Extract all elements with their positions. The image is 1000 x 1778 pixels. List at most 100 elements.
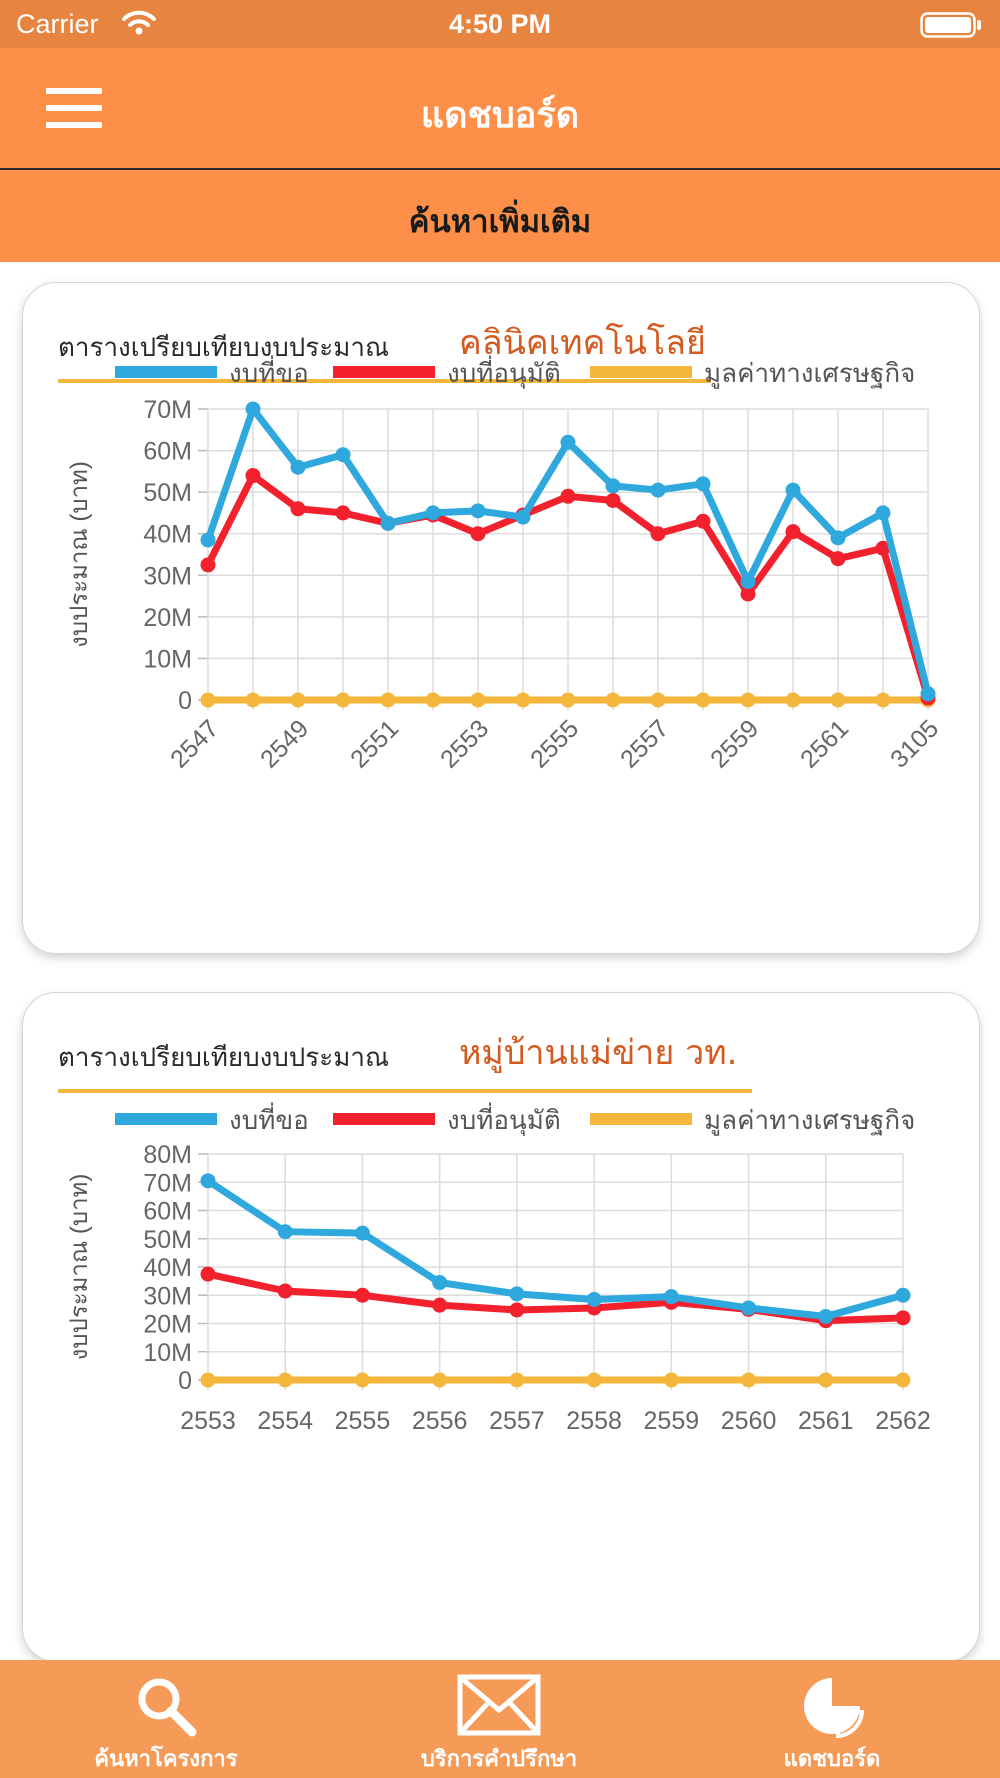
x-tick-label: 2561 <box>798 1407 854 1435</box>
data-point <box>470 692 486 708</box>
y-tick-label: 60M <box>143 438 192 466</box>
data-point <box>830 551 846 567</box>
legend-label: งบที่ขอ <box>229 355 309 388</box>
x-tick-label: 2561 <box>795 714 854 773</box>
y-tick-label: 40M <box>143 1254 192 1282</box>
card-title: ตารางเปรียบเทียบงบประมาณ <box>58 333 390 363</box>
data-point <box>663 1372 679 1388</box>
data-point <box>425 505 441 521</box>
x-tick-label: 2557 <box>489 1407 545 1435</box>
data-point <box>200 1266 216 1282</box>
legend-label: งบที่ขอ <box>229 1102 309 1135</box>
data-point <box>895 1372 911 1388</box>
data-point <box>605 492 621 508</box>
data-point <box>875 505 891 521</box>
y-tick-label: 40M <box>143 521 192 549</box>
y-axis-label: งบประมาณ (บาท) <box>66 461 93 648</box>
data-point <box>560 434 576 450</box>
y-tick-label: 10M <box>143 645 192 673</box>
data-point <box>663 1289 679 1305</box>
budget-line-chart: งบที่ขอ งบที่อนุมัติ มูลค่าทางเศรษฐกิจ010M… <box>66 1102 931 1435</box>
data-point <box>509 1286 525 1302</box>
x-tick-label: 2560 <box>721 1407 777 1435</box>
data-point <box>354 1287 370 1303</box>
data-point <box>650 482 666 498</box>
x-tick-label: 2558 <box>566 1407 622 1435</box>
data-point <box>425 692 441 708</box>
x-tick-label: 2562 <box>875 1407 931 1435</box>
budget-line-chart: งบที่ขอ งบที่อนุมัติ มูลค่าทางเศรษฐกิจ010M… <box>66 355 944 774</box>
data-point <box>335 505 351 521</box>
tab-label: บริการคำปรึกษา <box>420 1747 578 1772</box>
data-point <box>277 1372 293 1388</box>
data-point <box>785 692 801 708</box>
card-title: ตารางเปรียบเทียบงบประมาณ <box>58 1043 390 1073</box>
y-tick-label: 20M <box>143 1311 192 1339</box>
legend-label: มูลค่าทางเศรษฐกิจ <box>704 358 915 389</box>
data-point <box>290 692 306 708</box>
wifi-icon <box>122 10 156 40</box>
clock: 4:50 PM <box>448 9 552 39</box>
mail-icon <box>457 1674 541 1736</box>
data-point <box>695 692 711 708</box>
data-point <box>560 488 576 504</box>
data-point <box>830 692 846 708</box>
tab-label: ค้นหาโครงการ <box>94 1747 238 1772</box>
tab-consulting[interactable]: บริการคำปรึกษา <box>399 1660 599 1778</box>
search-icon <box>138 1678 197 1737</box>
y-axis-label: งบประมาณ (บาท) <box>66 1174 93 1361</box>
y-tick-label: 30M <box>143 562 192 590</box>
legend-swatch <box>115 366 217 378</box>
y-tick-label: 50M <box>143 479 192 507</box>
data-point <box>290 501 306 517</box>
data-point <box>895 1310 911 1326</box>
title-underline <box>58 379 711 383</box>
data-point <box>432 1372 448 1388</box>
project-name: หมู่บ้านแม่ข่าย วท. <box>459 1033 738 1073</box>
data-point <box>380 515 396 531</box>
data-point <box>695 476 711 492</box>
tab-bar: ค้นหาโครงการ บริการคำปรึกษา แดชบอร์ด <box>0 1660 1000 1778</box>
data-point <box>509 1372 525 1388</box>
y-tick-label: 60M <box>143 1198 192 1226</box>
legend-swatch <box>115 1113 217 1125</box>
data-point <box>245 401 261 417</box>
data-point <box>515 692 531 708</box>
legend-swatch <box>333 1113 435 1125</box>
y-tick-label: 70M <box>143 1169 192 1197</box>
x-tick-label: 2547 <box>165 714 224 773</box>
data-point <box>200 532 216 548</box>
data-point <box>695 513 711 529</box>
budget-chart-card: ตารางเปรียบเทียบงบประมาณ หมู่บ้านแม่ข่าย… <box>22 992 980 1662</box>
x-tick-label: 2553 <box>180 1407 236 1435</box>
data-point <box>785 524 801 540</box>
y-tick-label: 30M <box>143 1282 192 1310</box>
data-point <box>380 692 396 708</box>
data-point <box>470 526 486 542</box>
x-tick-label: 2554 <box>257 1407 313 1435</box>
data-point <box>335 692 351 708</box>
data-point <box>470 503 486 519</box>
data-point <box>432 1275 448 1291</box>
data-point <box>586 1291 602 1307</box>
legend-label: งบที่อนุมัติ <box>447 355 561 389</box>
x-tick-label: 3105 <box>885 714 944 773</box>
budget-chart-card: ตารางเปรียบเทียบงบประมาณ คลินิคเทคโนโลยี… <box>22 282 980 954</box>
x-tick-label: 2559 <box>705 714 764 773</box>
data-point <box>740 586 756 602</box>
data-point <box>432 1297 448 1313</box>
y-tick-label: 20M <box>143 604 192 632</box>
data-point <box>740 574 756 590</box>
x-tick-label: 2557 <box>615 714 674 773</box>
tab-search-projects[interactable]: ค้นหาโครงการ <box>66 1660 266 1778</box>
tab-dashboard[interactable]: แดชบอร์ด <box>732 1660 932 1778</box>
data-point <box>200 692 216 708</box>
x-tick-label: 2555 <box>335 1407 391 1435</box>
data-point <box>895 1287 911 1303</box>
tab-label: แดชบอร์ด <box>783 1747 881 1772</box>
search-more-button[interactable]: ค้นหาเพิ่มเติม <box>0 170 1000 262</box>
search-more-label: ค้นหาเพิ่มเติม <box>408 204 592 240</box>
data-point <box>277 1224 293 1240</box>
menu-icon[interactable] <box>46 88 102 128</box>
data-point <box>741 1372 757 1388</box>
